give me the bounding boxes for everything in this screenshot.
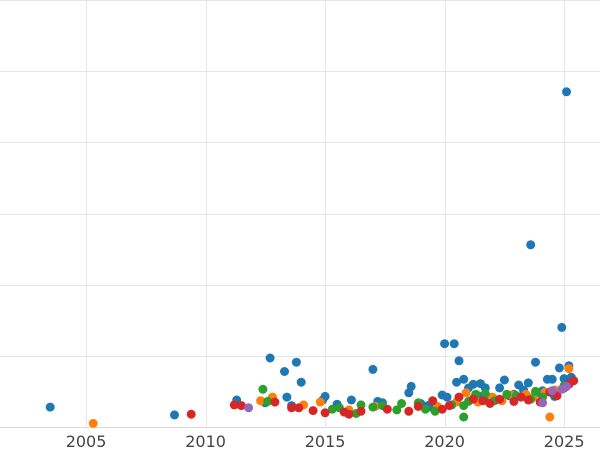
data-point xyxy=(392,405,402,415)
data-point xyxy=(516,392,526,402)
data-point xyxy=(170,410,179,420)
data-point xyxy=(442,392,452,402)
data-point xyxy=(523,395,533,405)
data-point xyxy=(562,87,571,97)
data-point xyxy=(356,406,366,416)
data-point xyxy=(545,412,555,422)
data-point xyxy=(315,397,325,407)
data-point xyxy=(523,378,533,388)
data-point xyxy=(437,404,447,414)
data-point xyxy=(368,364,378,374)
data-point xyxy=(258,384,268,394)
data-point xyxy=(356,400,366,410)
data-point xyxy=(485,399,495,408)
data-point xyxy=(454,356,464,366)
data-point xyxy=(229,400,239,410)
data-point xyxy=(480,389,490,399)
data-point xyxy=(346,395,356,405)
data-point xyxy=(344,409,354,419)
data-point xyxy=(449,339,459,349)
data-point xyxy=(382,404,392,414)
data-point xyxy=(531,386,540,396)
data-point xyxy=(509,396,519,406)
x-axis: 2005 2010 2015 2020 2025 xyxy=(0,427,600,450)
x-tick-label: 2005 xyxy=(66,432,107,450)
data-point xyxy=(564,364,574,374)
x-tick-label: 2025 xyxy=(544,432,585,450)
data-point xyxy=(320,408,330,418)
data-point xyxy=(186,409,196,419)
data-point xyxy=(526,240,536,250)
data-point xyxy=(468,379,478,389)
data-point xyxy=(531,357,540,367)
data-point xyxy=(282,392,292,402)
data-point xyxy=(547,374,557,384)
data-point xyxy=(291,357,301,367)
data-point xyxy=(265,353,275,363)
data-point xyxy=(557,322,567,332)
data-point xyxy=(569,376,579,386)
data-point xyxy=(294,403,304,413)
data-point xyxy=(430,406,440,416)
data-point xyxy=(45,402,55,412)
data-point xyxy=(478,396,488,406)
data-point xyxy=(368,402,378,412)
gridlines xyxy=(0,0,600,427)
data-point xyxy=(236,401,246,411)
data-point xyxy=(263,396,273,406)
data-point xyxy=(406,381,416,391)
data-point xyxy=(554,363,564,373)
data-point xyxy=(413,401,423,411)
data-point xyxy=(428,396,438,406)
data-point xyxy=(256,396,266,406)
data-point xyxy=(562,381,571,391)
data-point xyxy=(270,397,280,407)
data-point xyxy=(454,392,464,402)
data-point xyxy=(459,412,469,422)
x-tick-label: 2010 xyxy=(185,432,226,450)
x-tick-label: 2020 xyxy=(424,432,465,450)
data-points xyxy=(45,87,579,428)
data-point xyxy=(296,377,306,387)
data-point xyxy=(421,404,430,414)
data-point xyxy=(502,389,512,399)
data-point xyxy=(308,406,318,416)
data-point xyxy=(397,399,407,408)
data-point xyxy=(538,398,548,408)
data-point xyxy=(547,386,557,396)
data-point xyxy=(280,367,289,376)
data-point xyxy=(459,374,469,384)
data-point xyxy=(444,401,454,411)
data-point xyxy=(468,394,478,404)
data-point xyxy=(499,375,509,385)
data-point xyxy=(287,403,297,413)
x-tick-label: 2015 xyxy=(305,432,346,450)
data-point xyxy=(495,394,505,404)
data-point xyxy=(404,406,414,416)
data-point xyxy=(244,403,254,413)
data-point xyxy=(461,388,471,398)
data-point xyxy=(327,404,337,414)
data-point xyxy=(88,418,98,428)
data-point xyxy=(495,383,505,393)
data-point xyxy=(452,377,462,387)
data-point xyxy=(440,339,450,349)
